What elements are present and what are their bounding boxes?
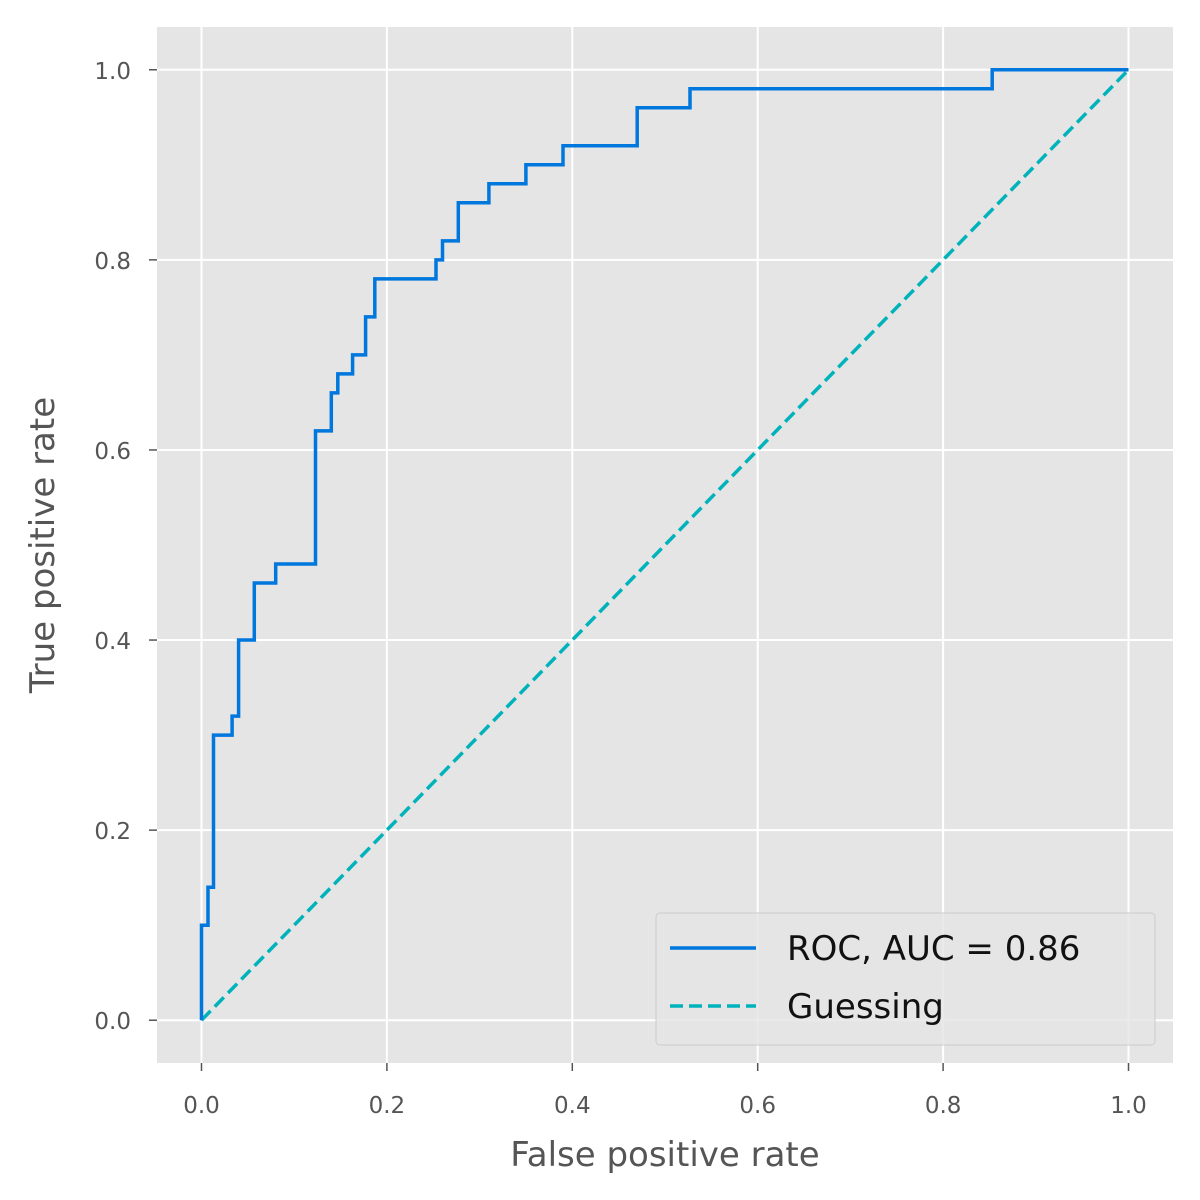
x-ticks: 0.0 0.2 0.4 0.6 0.8 1.0 — [183, 1063, 1147, 1119]
x-tick-label: 1.0 — [1110, 1093, 1147, 1119]
y-tick-label: 0.8 — [94, 249, 131, 275]
x-tick-label: 0.2 — [369, 1093, 406, 1119]
roc-curve-line — [199, 68, 1129, 1021]
legend: ROC, AUC = 0.86 Guessing — [655, 912, 1156, 1046]
guessing-line — [200, 68, 1130, 1022]
y-axis-label: True positive rate — [23, 397, 63, 694]
y-tick-label: 1.0 — [94, 59, 131, 85]
y-tick-label: 0.4 — [94, 629, 131, 655]
y-tick-label: 0.6 — [94, 439, 131, 465]
grid-lines — [157, 27, 1173, 1063]
x-tick-label: 0.0 — [183, 1093, 220, 1119]
y-tick-label: 0.2 — [94, 819, 131, 845]
x-tick-label: 0.4 — [554, 1093, 591, 1119]
legend-guess-label: Guessing — [787, 987, 944, 1027]
x-tick-label: 0.6 — [739, 1093, 776, 1119]
legend-box — [655, 912, 1156, 1046]
legend-roc-label: ROC, AUC = 0.86 — [787, 929, 1080, 969]
y-ticks: 0.0 0.2 0.4 0.6 0.8 1.0 — [94, 59, 157, 1035]
x-axis-label: False positive rate — [510, 1135, 819, 1175]
y-tick-label: 0.0 — [94, 1009, 131, 1035]
series-group — [199, 68, 1130, 1022]
x-tick-label: 0.8 — [925, 1093, 962, 1119]
